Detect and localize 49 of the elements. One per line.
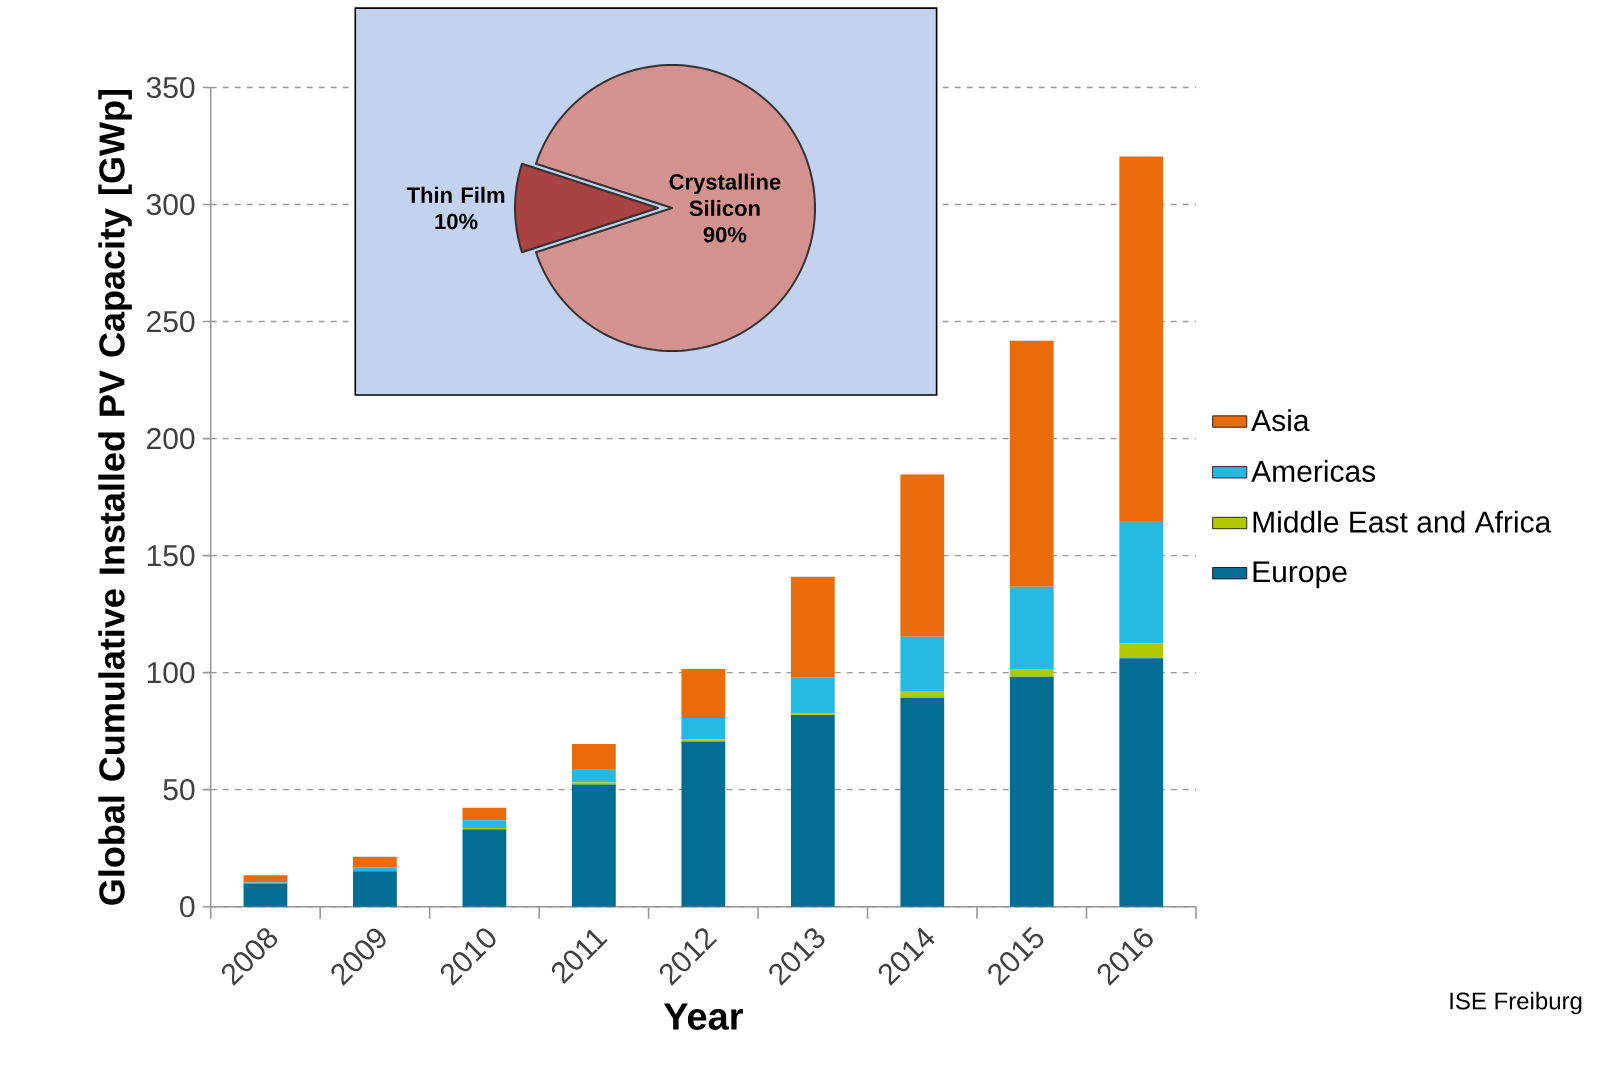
bar bbox=[681, 668, 726, 719]
y-tick-label: 150 bbox=[147, 544, 195, 567]
bar bbox=[1009, 676, 1054, 907]
bar bbox=[353, 867, 397, 872]
bar bbox=[900, 691, 945, 698]
bar bbox=[353, 871, 397, 907]
bar bbox=[243, 875, 288, 883]
y-tick-label: 100 bbox=[147, 662, 195, 684]
y-tick-label: 300 bbox=[146, 193, 195, 216]
bar bbox=[790, 677, 835, 714]
bar bbox=[571, 744, 616, 770]
legend-label: Americas bbox=[1251, 459, 1376, 482]
bar bbox=[462, 807, 507, 821]
x-axis-title: Year bbox=[663, 1003, 743, 1030]
bar bbox=[1119, 658, 1164, 907]
y-tick-label: 200 bbox=[147, 427, 195, 450]
text: ISE Freiburg bbox=[1450, 991, 1582, 1015]
bar bbox=[900, 636, 945, 692]
bar bbox=[900, 697, 945, 907]
bar bbox=[681, 741, 726, 907]
bar bbox=[681, 718, 726, 740]
bar bbox=[790, 576, 835, 678]
bar bbox=[900, 474, 945, 637]
bar bbox=[790, 715, 835, 907]
y-tick-label: 250 bbox=[147, 310, 195, 333]
legend-label: Europe bbox=[1253, 561, 1347, 589]
bar bbox=[571, 782, 616, 785]
bar bbox=[353, 856, 397, 868]
y-tick-label: 0 bbox=[180, 896, 195, 918]
bar bbox=[1119, 156, 1164, 521]
bar bbox=[571, 784, 616, 907]
bar bbox=[1119, 643, 1164, 659]
bar bbox=[1009, 586, 1054, 669]
legend-label: Middle East and Africa bbox=[1253, 510, 1552, 533]
y-tick-label: 350 bbox=[146, 76, 195, 99]
bar bbox=[243, 884, 288, 907]
data-label: 90% bbox=[703, 226, 747, 243]
bar bbox=[1009, 340, 1054, 587]
bar bbox=[1119, 520, 1164, 644]
bar bbox=[571, 769, 616, 783]
y-axis-title: Global Cumulative Installed PV Capacity [GWp] bbox=[98, 90, 132, 905]
data-label: 10% bbox=[435, 213, 478, 230]
bar bbox=[462, 820, 507, 829]
slice-label: Crystalline Silicon bbox=[669, 173, 781, 217]
legend-label: Asia bbox=[1251, 409, 1310, 432]
bar bbox=[462, 829, 507, 907]
slice-label: Thin Film bbox=[406, 186, 505, 203]
bar bbox=[1009, 668, 1054, 677]
y-tick-label: 50 bbox=[163, 779, 195, 801]
